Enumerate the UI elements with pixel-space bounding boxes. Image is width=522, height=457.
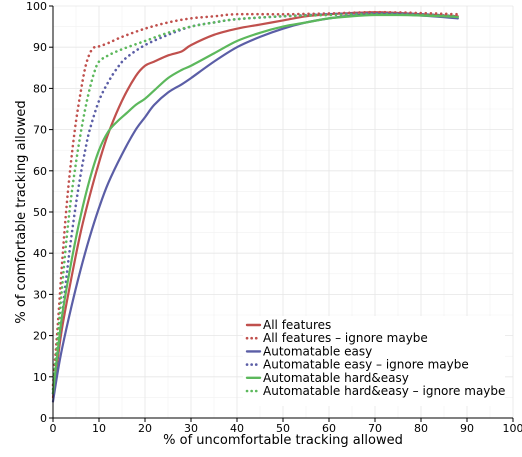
y-tick-label: 30 bbox=[33, 288, 47, 301]
x-tick-label: 90 bbox=[460, 422, 474, 435]
x-tick-label: 100 bbox=[503, 422, 522, 435]
y-tick-label: 50 bbox=[33, 206, 47, 219]
y-tick-label: 40 bbox=[33, 247, 47, 260]
y-tick-label: 0 bbox=[40, 412, 47, 425]
x-tick-label: 20 bbox=[138, 422, 152, 435]
legend-label: Automatable hard&easy bbox=[263, 371, 409, 385]
legend-label: All features – ignore maybe bbox=[263, 331, 428, 345]
y-ticks: 0 10 20 30 40 50 60 70 80 90 100 bbox=[26, 0, 53, 425]
x-axis-title: % of uncomfortable tracking allowed bbox=[163, 433, 403, 448]
legend-label: Automatable easy bbox=[263, 344, 372, 358]
y-tick-label: 60 bbox=[33, 165, 47, 178]
y-tick-label: 100 bbox=[26, 0, 47, 13]
y-tick-label: 80 bbox=[33, 82, 47, 95]
y-tick-label: 10 bbox=[33, 371, 47, 384]
y-axis-title: % of comfortable tracking allowed bbox=[14, 100, 29, 323]
y-tick-label: 90 bbox=[33, 41, 47, 54]
x-tick-label: 0 bbox=[50, 422, 57, 435]
y-tick-label: 70 bbox=[33, 124, 47, 137]
legend-label: Automatable easy – ignore maybe bbox=[263, 358, 469, 372]
x-tick-label: 80 bbox=[414, 422, 428, 435]
legend-label: Automatable hard&easy – ignore maybe bbox=[263, 384, 505, 398]
y-tick-label: 20 bbox=[33, 330, 47, 343]
x-tick-label: 10 bbox=[92, 422, 106, 435]
legend-label: All features bbox=[263, 318, 331, 332]
